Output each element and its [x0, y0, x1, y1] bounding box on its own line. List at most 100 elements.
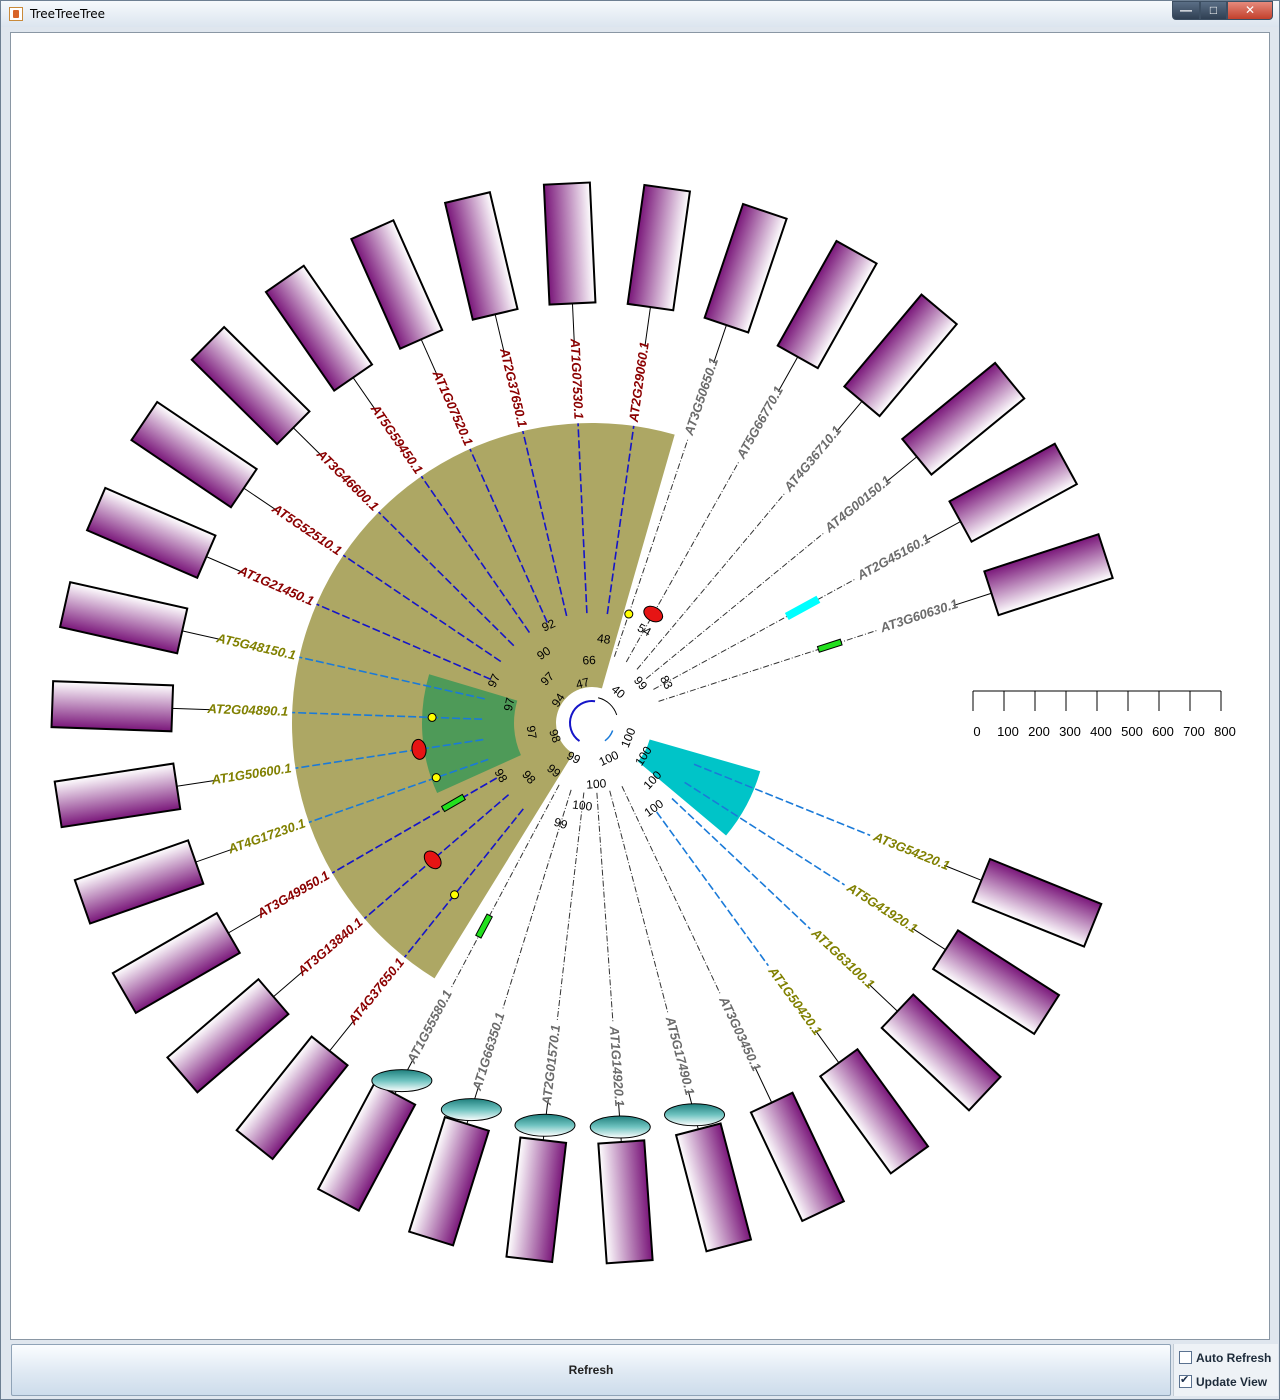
- title-bar[interactable]: TreeTreeTree — □ ✕: [1, 1, 1279, 27]
- leaf-label: AT5G17490.1: [662, 1014, 697, 1097]
- leaf-label: AT1G55580.1: [403, 987, 455, 1066]
- value-bar: [235, 1035, 349, 1161]
- value-bar: [85, 486, 217, 580]
- ellipse-marker: [371, 1069, 433, 1093]
- bar-connector: [571, 303, 575, 344]
- branch-3: [656, 811, 769, 967]
- refresh-button[interactable]: Refresh: [11, 1344, 1171, 1396]
- value-bar: [674, 1122, 753, 1253]
- leaf-label: AT1G21450.1: [235, 562, 316, 608]
- auto-refresh-label: Auto Refresh: [1196, 1351, 1272, 1365]
- window-title: TreeTreeTree: [30, 7, 106, 21]
- bar-connector: [754, 1066, 773, 1103]
- bar-connector: [195, 848, 234, 863]
- leaf-label: AT1G66350.1: [469, 1011, 508, 1093]
- bootstrap-label: 83: [657, 673, 676, 692]
- leaf-label: AT5G66770.1: [733, 383, 786, 462]
- leaf-label: AT5G48150.1: [214, 630, 297, 663]
- green-bar-marker: [440, 793, 467, 813]
- bar-connector: [206, 556, 244, 573]
- tree-canvas[interactable]: AT3G54220.1 AT5G41920.1 AT1G63100.1 AT1G504…: [10, 32, 1270, 1340]
- value-bar: [749, 1091, 846, 1223]
- scale-tick-label: 700: [1183, 724, 1205, 739]
- leaf-label: AT1G07530.1: [568, 337, 587, 419]
- bar-connector: [713, 324, 727, 364]
- update-view-checkbox[interactable]: [1179, 1373, 1192, 1388]
- value-bar: [505, 1136, 568, 1264]
- branch-2: [671, 797, 811, 930]
- bootstrap-label: 40: [609, 682, 628, 702]
- scale-tick-label: 500: [1121, 724, 1143, 739]
- auto-refresh-checkbox[interactable]: [1179, 1351, 1192, 1364]
- leaf-label: AT3G50650.1: [681, 356, 721, 438]
- branch-13: [308, 758, 489, 824]
- leaf-label: AT1G63100.1: [808, 925, 878, 992]
- value-bar: [597, 1139, 654, 1265]
- branch-23: [577, 423, 588, 614]
- branch-29: [653, 578, 856, 690]
- bootstrap-label: 97: [501, 696, 518, 712]
- leaf-label: AT4G36710.1: [780, 423, 844, 495]
- branch-18: [342, 554, 502, 663]
- leaf-label: AT3G54220.1: [871, 829, 952, 874]
- java-app-icon: [9, 7, 23, 21]
- value-bar: [111, 911, 242, 1015]
- branch-9: [450, 784, 560, 989]
- branch-19: [378, 511, 515, 647]
- value-bar: [350, 219, 444, 350]
- leaf-label: AT1G07520.1: [429, 367, 476, 448]
- leaf-label: AT3G13840.1: [294, 915, 366, 980]
- bootstrap-label: 54: [635, 620, 654, 639]
- yellow-dot-marker: [450, 890, 460, 900]
- auto-refresh-option[interactable]: Auto Refresh: [1179, 1351, 1271, 1367]
- yellow-dot-marker: [427, 712, 437, 722]
- branch-12: [331, 777, 498, 874]
- leaf-label: AT2G04890.1: [206, 701, 288, 719]
- update-view-option[interactable]: Update View: [1179, 1373, 1268, 1391]
- bar-connector: [814, 1030, 840, 1064]
- bar-connector: [868, 983, 898, 1012]
- root-arc: [598, 697, 618, 716]
- branch-20: [420, 475, 531, 633]
- bar-connector: [352, 377, 377, 411]
- branch-24: [606, 425, 635, 615]
- branch-5: [609, 790, 669, 1014]
- red-marker: [643, 605, 664, 623]
- minimize-button[interactable]: —: [1172, 1, 1200, 20]
- ellipse-marker: [589, 1115, 651, 1139]
- leaf-label: AT1G50600.1: [209, 760, 292, 787]
- value-bar: [880, 993, 1002, 1112]
- value-bar: [900, 361, 1026, 476]
- leaf-label: AT1G50420.1: [765, 963, 825, 1038]
- bootstrap-label: 97: [524, 725, 540, 741]
- branch-16: [299, 656, 485, 700]
- update-view-label: Update View: [1196, 1375, 1268, 1389]
- scale-tick-label: 300: [1059, 724, 1081, 739]
- value-bar: [316, 1081, 417, 1212]
- maximize-button[interactable]: □: [1200, 1, 1227, 20]
- value-bar: [58, 580, 189, 655]
- branch-26: [625, 461, 740, 663]
- green-bar-marker: [816, 638, 843, 653]
- value-bar: [983, 532, 1114, 617]
- cyan-bar-marker: [784, 595, 821, 621]
- branch-25: [613, 438, 689, 657]
- bootstrap-label: 99: [564, 748, 583, 767]
- value-bar: [190, 325, 311, 446]
- bar-connector: [182, 630, 222, 641]
- branch-1: [684, 781, 845, 886]
- bar-connector: [885, 456, 918, 483]
- leaf-label: AT1G14920.1: [607, 1025, 628, 1108]
- bottom-toolbar: Refresh Auto Refresh Update View: [1, 1342, 1279, 1400]
- close-button[interactable]: ✕: [1227, 1, 1273, 20]
- green-bar-marker: [475, 913, 493, 939]
- leaf-label: AT2G01570.1: [539, 1024, 563, 1107]
- value-bar: [50, 680, 175, 733]
- branch-17: [316, 603, 492, 681]
- value-bar: [542, 181, 597, 306]
- yellow-dot-marker: [624, 609, 634, 619]
- bootstrap-label: 100: [586, 776, 607, 791]
- bootstrap-label: 100: [597, 748, 621, 769]
- scale-bar: 0 100 200 300 400 500 600 700 800: [972, 690, 1236, 739]
